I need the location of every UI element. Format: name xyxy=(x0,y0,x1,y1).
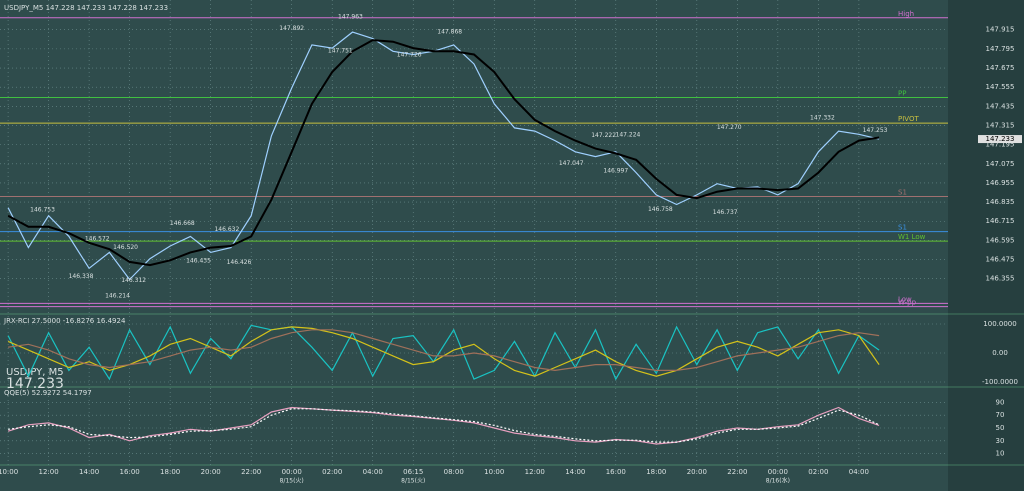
price-annotation: 146.338 xyxy=(69,273,94,280)
price-annotation: 147.222 xyxy=(591,132,616,139)
price-annotation: 147.047 xyxy=(559,160,584,167)
level-label: PP xyxy=(898,90,906,98)
x-tick-label: 14:00 xyxy=(79,468,99,476)
y-tick-label: 147.435 xyxy=(986,102,1015,110)
y-tick-label: 146.715 xyxy=(986,217,1015,225)
y-tick-label: 147.315 xyxy=(986,121,1015,129)
y-tick-label: 147.675 xyxy=(986,64,1015,72)
price-annotation: 147.726 xyxy=(397,51,422,58)
y-tick-label: 0.00 xyxy=(992,349,1008,357)
series-line xyxy=(7,31,880,281)
y-tick-label: 147.915 xyxy=(986,26,1015,34)
price-annotation: 146.737 xyxy=(713,209,738,216)
price-annotation: 147.963 xyxy=(338,14,363,21)
x-tick-label: 16:00 xyxy=(606,468,626,476)
series-line xyxy=(7,324,880,381)
y-tick-label: 10 xyxy=(996,450,1005,458)
y-tick-label: 50 xyxy=(996,424,1005,432)
level-label: PIVOT xyxy=(898,115,919,123)
x-tick-label: 00:00 xyxy=(768,468,788,476)
y-tick-label: 147.075 xyxy=(986,160,1015,168)
y-tick-label: -100.0000 xyxy=(982,378,1018,386)
price-annotation: 147.253 xyxy=(863,127,888,134)
price-annotation: 146.435 xyxy=(186,257,211,264)
series-line xyxy=(7,39,880,267)
price-marker-label: 147.233 xyxy=(986,135,1015,143)
price-annotation: 147.868 xyxy=(437,29,462,36)
price-annotation: 146.758 xyxy=(648,206,673,213)
x-tick-label: 14:00 xyxy=(565,468,585,476)
x-tick-label: 22:00 xyxy=(727,468,747,476)
price-marker xyxy=(978,135,1022,144)
x-tick-label: 16:00 xyxy=(120,468,140,476)
price-annotation: 147.224 xyxy=(616,132,641,139)
x-tick-label: 08:00 xyxy=(444,468,464,476)
price-annotation: 146.997 xyxy=(603,168,628,175)
x-tick-label: 02:00 xyxy=(322,468,342,476)
y-tick-label: 147.795 xyxy=(986,45,1015,53)
y-tick-label: 147.195 xyxy=(986,141,1015,149)
x-tick-label: 00:00 xyxy=(282,468,302,476)
panel-title: QQE(5) 52.9272 54.1797 xyxy=(4,389,92,397)
price-annotation: 146.520 xyxy=(113,244,138,251)
y-tick-label: 30 xyxy=(996,437,1005,445)
price-annotation: 146.214 xyxy=(105,293,130,300)
y-tick-label: 90 xyxy=(996,398,1005,406)
current-price: 147.233 xyxy=(6,376,64,392)
y-tick-label: 146.955 xyxy=(986,179,1015,187)
price-annotation: 146.572 xyxy=(85,236,110,243)
y-tick-label: 146.595 xyxy=(986,236,1015,244)
x-tick-label: 04:00 xyxy=(849,468,869,476)
price-annotation: 147.332 xyxy=(810,114,835,121)
x-tick-label: 12:00 xyxy=(525,468,545,476)
price-annotation: 146.753 xyxy=(30,207,55,214)
x-tick-label: 10:00 xyxy=(0,468,18,476)
x-tick-label: 02:00 xyxy=(808,468,828,476)
level-label: Low xyxy=(898,295,912,303)
price-annotation: 146.426 xyxy=(227,259,252,266)
price-annotation: 146.312 xyxy=(121,277,146,284)
x-tick-label: 20:00 xyxy=(201,468,221,476)
y-tick-label: 70 xyxy=(996,411,1005,419)
x-tick-label: 18:00 xyxy=(160,468,180,476)
y-tick-label: 146.835 xyxy=(986,198,1015,206)
x-tick-label: 22:00 xyxy=(241,468,261,476)
panel-title: USDJPY_M5 147.228 147.233 147.228 147.23… xyxy=(4,4,168,12)
level-label: W-pp xyxy=(898,299,917,307)
level-label: S1 xyxy=(898,224,907,232)
date-label: 8/15(火) xyxy=(280,478,304,485)
level-label: S1 xyxy=(898,189,907,197)
x-tick-label: 10:00 xyxy=(484,468,504,476)
price-annotation: 147.892 xyxy=(279,25,304,32)
series-line xyxy=(8,329,880,372)
x-tick-label: 12:00 xyxy=(39,468,59,476)
date-label: 8/15(火) xyxy=(401,478,425,485)
x-tick-label: 06:15 xyxy=(403,468,423,476)
date-label: 8/16(水) xyxy=(766,477,790,485)
price-annotation: 146.632 xyxy=(214,226,239,233)
y-tick-label: 100.0000 xyxy=(983,320,1016,328)
y-tick-label: 146.475 xyxy=(986,256,1015,264)
symbol-label: USDJPY, M5 xyxy=(6,367,64,378)
panel-title: JRX-RCI 27.5000 -16.8276 16.4924 xyxy=(3,317,126,325)
price-annotation: 146.668 xyxy=(170,220,195,227)
price-annotation: 147.270 xyxy=(717,124,742,131)
level-label: W1 Low xyxy=(898,233,926,241)
series-line xyxy=(8,408,880,443)
x-tick-label: 04:00 xyxy=(363,468,383,476)
price-axis-bg xyxy=(948,0,1024,491)
series-line xyxy=(7,406,880,445)
price-annotation: 147.751 xyxy=(328,47,353,54)
y-tick-label: 147.555 xyxy=(986,83,1015,91)
x-tick-label: 20:00 xyxy=(687,468,707,476)
x-tick-label: 18:00 xyxy=(646,468,666,476)
y-tick-label: 146.355 xyxy=(986,275,1015,283)
level-label: High xyxy=(898,10,914,18)
